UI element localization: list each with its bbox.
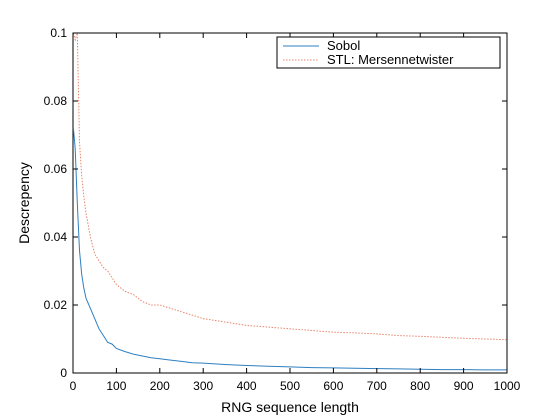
y-tick-label: 0.06 (44, 162, 68, 176)
plot-area (72, 32, 508, 374)
x-tick-label: 1000 (494, 379, 521, 393)
legend-label-mersennetwister: STL: Mersennetwister (327, 52, 454, 67)
y-tick-label: 0.04 (44, 230, 68, 244)
x-tick-label: 900 (454, 379, 474, 393)
legend: Sobol STL: Mersennetwister (276, 36, 501, 69)
x-axis-label: RNG sequence length (221, 399, 359, 415)
legend-label-sobol: Sobol (327, 38, 360, 53)
x-tick-label: 400 (237, 379, 257, 393)
x-tick-label: 300 (193, 379, 213, 393)
y-axis-label: Descrepency (16, 162, 32, 244)
y-tick-label: 0.02 (44, 298, 68, 312)
x-tick-label: 600 (323, 379, 343, 393)
x-tick-label: 700 (367, 379, 387, 393)
y-tick-label: 0.1 (50, 26, 67, 40)
y-tick-label: 0.08 (44, 94, 68, 108)
x-tick-label: 200 (150, 379, 170, 393)
series-line-mersennetwister (72, 32, 508, 341)
legend-box (276, 36, 501, 69)
x-tick-label: 100 (106, 379, 126, 393)
x-tick-label: 500 (280, 379, 300, 393)
y-tick-label: 0 (60, 366, 67, 380)
x-tick-label: 0 (70, 379, 77, 393)
x-tick-label: 800 (410, 379, 430, 393)
ticks-layer: 0 100 200 300 400 500 600 700 800 900 1000 0 0.02 0.0… (44, 26, 521, 393)
